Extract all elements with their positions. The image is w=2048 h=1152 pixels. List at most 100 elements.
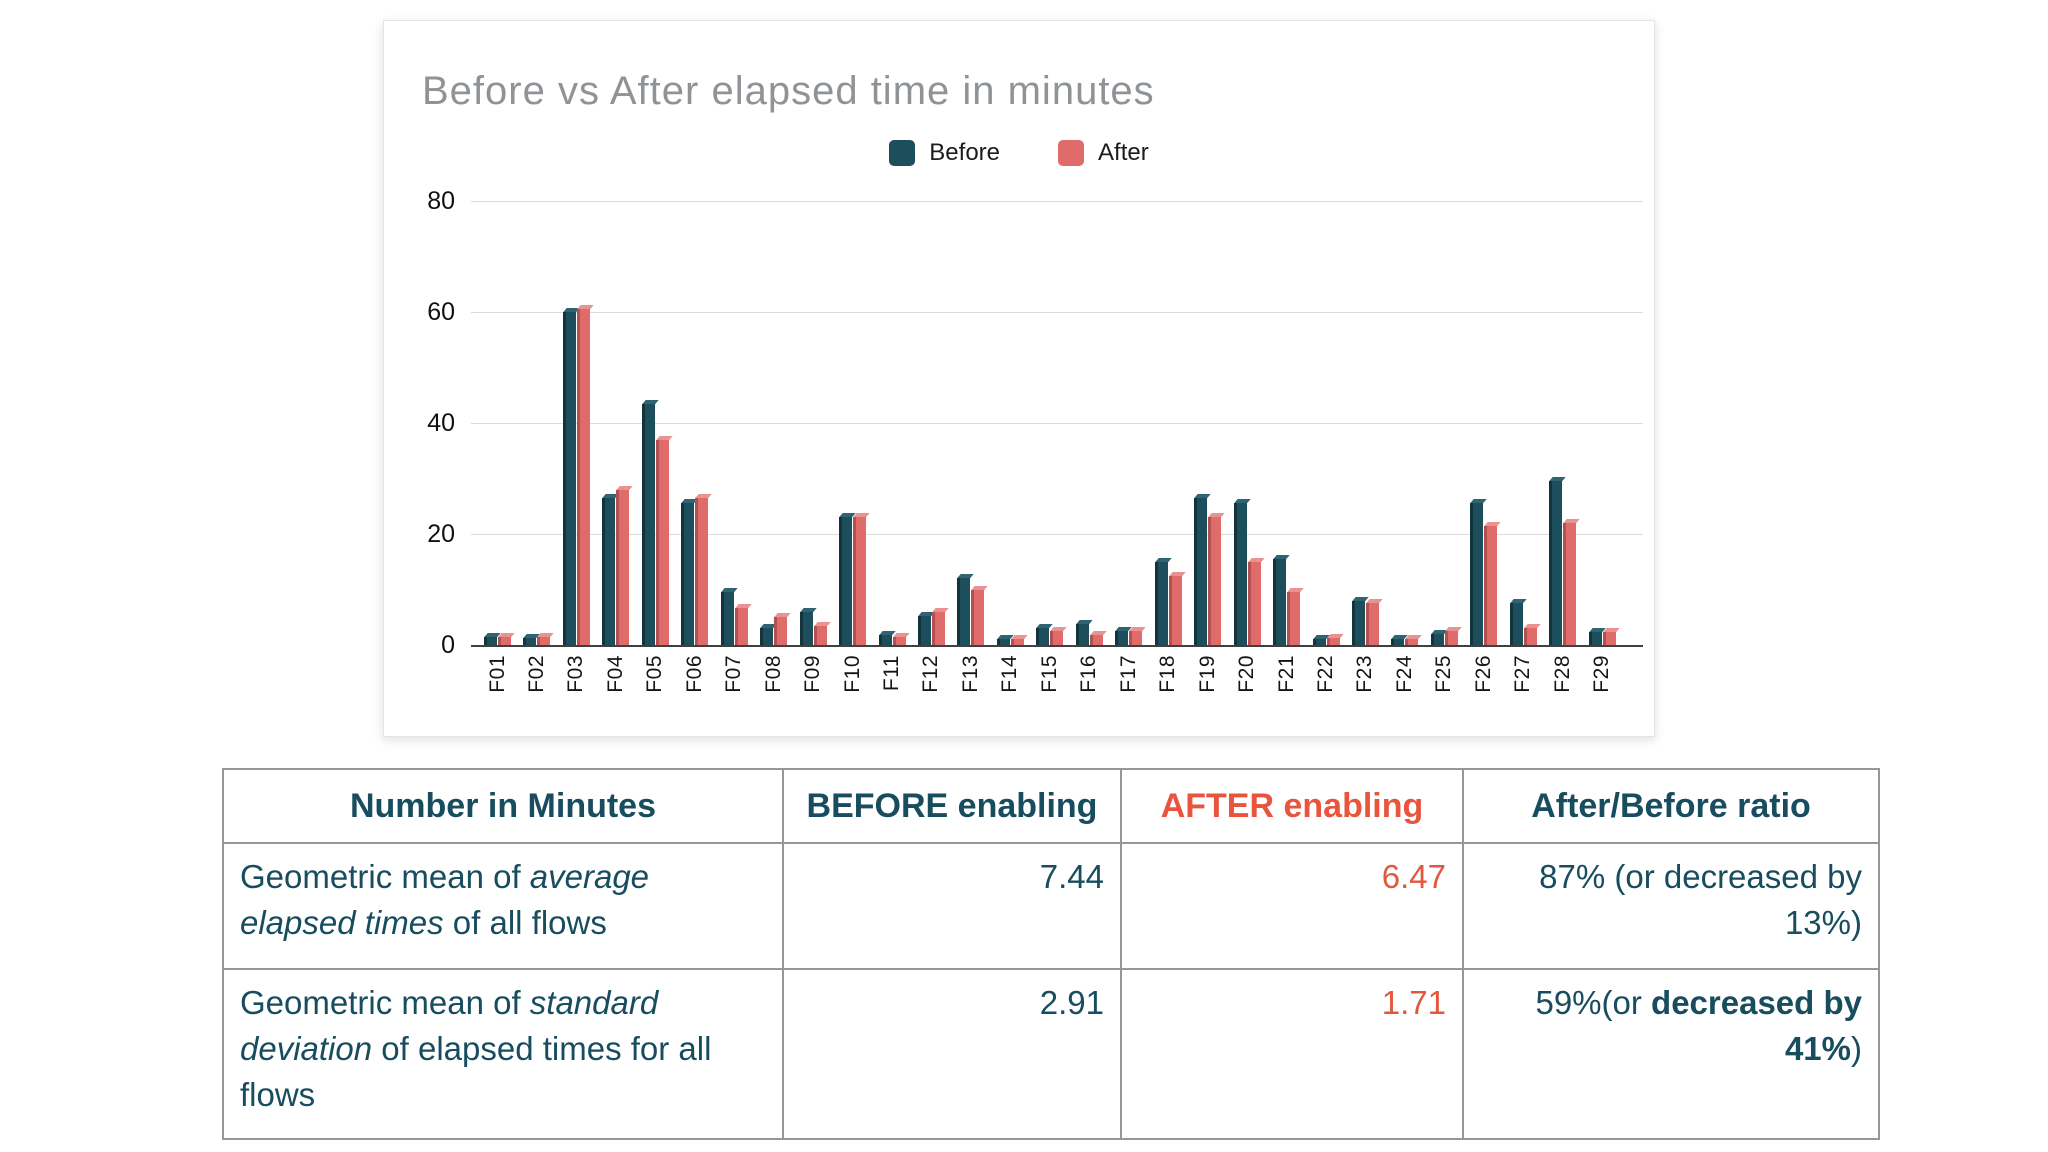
row1-ratio-value: 87% (or decreased by 13%): [1462, 842, 1880, 970]
bar-before-F10: [839, 517, 853, 645]
bar-after-F05: [655, 439, 669, 645]
header-before-enabling: BEFORE enabling: [782, 768, 1122, 844]
bar-group-F04: F04: [601, 201, 630, 693]
table-row: Geometric mean of average elapsed times …: [222, 842, 1880, 970]
bar-group-F12: F12: [917, 201, 946, 693]
bar-group-F22: F22: [1312, 201, 1341, 693]
row2-after-value: 1.71: [1120, 968, 1464, 1140]
bar-group-F20: F20: [1233, 201, 1262, 693]
x-tick-label: F11: [880, 655, 904, 692]
bar-group-F21: F21: [1272, 201, 1301, 693]
bar-after-F04: [616, 489, 630, 645]
bar-before-F12: [917, 616, 931, 645]
bar-before-F22: [1312, 639, 1326, 645]
bar-group-F25: F25: [1430, 201, 1459, 693]
bar-group-F14: F14: [996, 201, 1025, 693]
legend-item-before: Before: [889, 139, 1000, 167]
bar-before-F03: [562, 312, 576, 645]
y-tick-label: 40: [427, 409, 455, 437]
x-tick-label: F29: [1590, 655, 1614, 693]
bar-after-F27: [1523, 627, 1537, 645]
bar-group-F19: F19: [1193, 201, 1222, 693]
bar-group-F11: F11: [878, 201, 907, 691]
x-tick-label: F05: [643, 655, 667, 693]
bar-before-F23: [1351, 600, 1365, 645]
bar-before-F25: [1430, 633, 1444, 645]
gridline: [471, 534, 1643, 535]
x-tick-label: F19: [1195, 655, 1219, 693]
bar-before-F29: [1588, 631, 1602, 645]
bar-before-F15: [1036, 628, 1050, 645]
bar-after-F18: [1168, 575, 1182, 645]
bar-before-F06: [681, 503, 695, 645]
bar-before-F19: [1194, 497, 1208, 645]
bar-after-F16: [1089, 635, 1103, 645]
x-tick-label: F09: [801, 655, 825, 693]
bar-after-F09: [813, 625, 827, 645]
y-tick-label: 60: [427, 298, 455, 326]
bar-before-F08: [760, 628, 774, 645]
bar-group-F07: F07: [720, 201, 749, 693]
bar-after-F23: [1365, 603, 1379, 645]
bar-group-F06: F06: [680, 201, 709, 693]
bar-after-F15: [1050, 631, 1064, 645]
bar-group-F02: F02: [522, 201, 551, 693]
bar-before-F13: [957, 578, 971, 645]
bar-group-F29: F29: [1588, 201, 1617, 693]
x-tick-label: F17: [1116, 655, 1140, 693]
before-swatch-icon: [889, 140, 916, 166]
x-tick-label: F02: [524, 655, 548, 693]
x-tick-label: F24: [1392, 655, 1416, 693]
bar-after-F20: [1247, 561, 1261, 645]
legend-label-before: Before: [929, 139, 1001, 166]
y-tick-label: 0: [441, 631, 455, 659]
bar-before-F05: [641, 403, 655, 645]
bar-before-F01: [484, 637, 497, 645]
bar-before-F14: [996, 639, 1010, 645]
bar-after-F26: [1484, 525, 1498, 645]
x-tick-label: F15: [1037, 655, 1061, 693]
x-tick-label: F26: [1471, 655, 1495, 693]
bar-after-F19: [1208, 517, 1222, 645]
x-tick-label: F22: [1314, 655, 1338, 693]
bar-after-F14: [1010, 639, 1024, 645]
x-tick-label: F06: [682, 655, 706, 693]
header-after-enabling: AFTER enabling: [1120, 768, 1464, 844]
x-tick-label: F04: [603, 655, 627, 693]
bar-group-F01: F01: [483, 201, 512, 693]
bar-before-F27: [1509, 603, 1523, 645]
x-tick-label: F27: [1511, 655, 1535, 693]
bar-before-F26: [1470, 503, 1484, 645]
bar-group-F18: F18: [1154, 201, 1183, 693]
after-swatch-icon: [1058, 140, 1085, 166]
bar-before-F11: [878, 635, 892, 645]
x-tick-label: F16: [1077, 655, 1101, 693]
x-tick-label: F03: [564, 655, 588, 693]
x-tick-label: F23: [1353, 655, 1377, 693]
x-tick-label: F01: [485, 655, 509, 693]
bar-group-F10: F10: [838, 201, 867, 693]
bar-after-F02: [537, 636, 551, 645]
x-tick-label: F20: [1235, 655, 1259, 693]
bar-after-F17: [1129, 630, 1143, 645]
bar-before-F24: [1391, 639, 1405, 645]
row2-metric-label: Geometric mean of standard deviation of …: [222, 968, 784, 1140]
x-tick-label: F25: [1432, 655, 1456, 693]
header-number-in-minutes: Number in Minutes: [222, 768, 784, 844]
legend-label-after: After: [1098, 139, 1149, 166]
bar-before-F02: [523, 638, 537, 645]
gridline: [471, 201, 1643, 202]
bar-after-F24: [1405, 639, 1419, 645]
bar-after-F12: [931, 611, 945, 645]
row2-ratio-value: 59%(or decreased by 41%): [1462, 968, 1880, 1140]
bar-after-F28: [1563, 522, 1577, 645]
x-tick-label: F18: [1156, 655, 1180, 693]
x-tick-label: F13: [958, 655, 982, 693]
y-tick-label: 20: [427, 520, 455, 548]
bar-before-F16: [1075, 623, 1089, 645]
bar-before-F09: [799, 611, 813, 645]
bar-before-F21: [1273, 558, 1287, 645]
bar-before-F04: [602, 497, 616, 645]
chart-card: Before vs After elapsed time in minutes …: [383, 20, 1655, 737]
row1-after-value: 6.47: [1120, 842, 1464, 970]
